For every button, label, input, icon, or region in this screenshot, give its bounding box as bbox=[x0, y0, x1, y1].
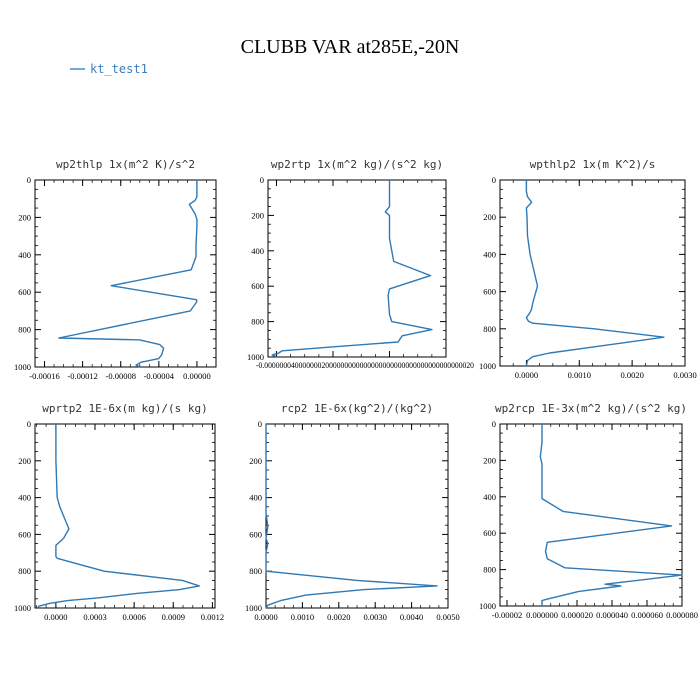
y-tick-label: 800 bbox=[18, 325, 31, 335]
series-line bbox=[58, 180, 198, 368]
y-tick-label: 0 bbox=[492, 175, 496, 185]
y-tick-label: 0 bbox=[492, 419, 496, 429]
y-tick-label: 400 bbox=[249, 493, 262, 503]
y-tick-label: 1000 bbox=[479, 601, 496, 611]
subplot-title: wp2thlp 1x(m^2 K)/s^2 bbox=[56, 158, 195, 171]
x-tick-label: -0.00008 bbox=[106, 371, 136, 381]
plot-frame bbox=[267, 179, 447, 358]
subplot-title: wpthlp2 1x(m K^2)/s bbox=[530, 158, 656, 171]
x-tick-label: 0.0020 bbox=[620, 370, 643, 380]
y-tick-label: 200 bbox=[249, 456, 262, 466]
x-tick-label: 0.000040 bbox=[596, 610, 628, 620]
y-tick-label: 200 bbox=[251, 210, 264, 220]
subplot-4: wprtp2 1E-6x(m kg)/(s kg) 0 200 400 600 800 10… bbox=[14, 402, 224, 622]
y-tick-label: 600 bbox=[249, 529, 262, 539]
x-tick-label: 0.000080 bbox=[666, 610, 698, 620]
subplot-6: wp2rcp 1E-3x(m^2 kg)/(s^2 kg) 0 200 400 600 8… bbox=[479, 402, 698, 620]
x-tick-label: -0.00016 bbox=[29, 371, 59, 381]
subplot-title: rcp2 1E-6x(kg^2)/(kg^2) bbox=[281, 402, 433, 415]
series-line bbox=[37, 424, 201, 609]
legend-label: kt_test1 bbox=[90, 62, 148, 76]
x-tick-label: 0.0010 bbox=[291, 612, 314, 622]
subplot-2: wp2rtp 1x(m^2 kg)/(s^2 kg) 0 200 400 600 800 1… bbox=[247, 158, 474, 370]
y-tick-label: 800 bbox=[483, 324, 496, 334]
x-tick-label: -0.0000000400000002000000000000000000000… bbox=[256, 360, 474, 370]
y-tick-label: 200 bbox=[18, 212, 31, 222]
y-tick-label: 0 bbox=[258, 419, 262, 429]
x-tick-label: 0.0010 bbox=[568, 370, 591, 380]
y-tick-label: 0 bbox=[27, 419, 31, 429]
y-tick-label: 800 bbox=[18, 566, 31, 576]
subplot-title: wprtp2 1E-6x(m kg)/(s kg) bbox=[42, 402, 208, 415]
y-tick-label: 1000 bbox=[247, 352, 264, 362]
x-tick-label: -0.00012 bbox=[67, 371, 97, 381]
y-tick-label: 600 bbox=[18, 529, 31, 539]
y-tick-label: 800 bbox=[483, 565, 496, 575]
series-line bbox=[271, 180, 433, 358]
y-tick-label: 400 bbox=[18, 493, 31, 503]
y-tick-label: 0 bbox=[27, 175, 31, 185]
x-tick-label: 0.000000 bbox=[526, 610, 558, 620]
y-tick-label: 1000 bbox=[14, 362, 31, 372]
x-tick-label: 0.0012 bbox=[201, 612, 224, 622]
x-tick-label: 0.0020 bbox=[327, 612, 350, 622]
subplot-5: rcp2 1E-6x(kg^2)/(kg^2) 0 200 400 600 800 1000… bbox=[245, 402, 460, 622]
series-line bbox=[265, 424, 438, 609]
y-tick-label: 600 bbox=[483, 287, 496, 297]
subplot-1: wp2thlp 1x(m^2 K)/s^202004006008001000-0… bbox=[14, 158, 217, 381]
x-tick-label: 0.0030 bbox=[364, 612, 387, 622]
x-tick-label: -0.00004 bbox=[144, 371, 175, 381]
y-tick-label: 0 bbox=[260, 175, 264, 185]
subplot-3: wpthlp2 1x(m K^2)/s 0 200 400 600 800 1000 0.00… bbox=[479, 158, 697, 380]
y-tick-label: 600 bbox=[251, 281, 264, 291]
plot-frame bbox=[34, 423, 216, 609]
x-tick-label: 0.000020 bbox=[561, 610, 593, 620]
x-tick-label: 0.0030 bbox=[673, 370, 696, 380]
x-tick-label: 0.0006 bbox=[122, 612, 145, 622]
y-tick-label: 200 bbox=[483, 455, 496, 465]
subplot-title: wp2rtp 1x(m^2 kg)/(s^2 kg) bbox=[271, 158, 443, 171]
subplots: wp2thlp 1x(m^2 K)/s^202004006008001000-0… bbox=[14, 158, 698, 622]
y-tick-label: 200 bbox=[483, 212, 496, 222]
x-tick-label: 0.0050 bbox=[436, 612, 459, 622]
x-tick-label: 0.0000 bbox=[515, 370, 538, 380]
y-tick-label: 800 bbox=[249, 566, 262, 576]
x-tick-label: 0.0000 bbox=[254, 612, 277, 622]
y-tick-label: 1000 bbox=[479, 361, 496, 371]
y-tick-label: 200 bbox=[18, 456, 31, 466]
legend: kt_test1 bbox=[70, 62, 148, 76]
y-tick-label: 400 bbox=[18, 250, 31, 260]
x-tick-label: 0.0009 bbox=[162, 612, 185, 622]
x-tick-label: 0.000060 bbox=[631, 610, 663, 620]
x-tick-label: -0.00002 bbox=[492, 610, 522, 620]
y-tick-label: 600 bbox=[18, 287, 31, 297]
y-tick-label: 400 bbox=[251, 246, 264, 256]
series-line bbox=[539, 424, 683, 606]
y-tick-label: 800 bbox=[251, 317, 264, 327]
x-tick-label: 0.0000 bbox=[44, 612, 67, 622]
y-tick-label: 400 bbox=[483, 249, 496, 259]
y-tick-label: 400 bbox=[483, 492, 496, 502]
y-tick-label: 1000 bbox=[245, 603, 262, 613]
x-tick-label: 0.0040 bbox=[400, 612, 423, 622]
y-tick-label: 600 bbox=[483, 528, 496, 538]
x-tick-label: 0.00000 bbox=[183, 371, 211, 381]
series-line bbox=[525, 180, 665, 367]
subplot-title: wp2rcp 1E-3x(m^2 kg)/(s^2 kg) bbox=[495, 402, 687, 415]
figure-title: CLUBB VAR at285E,-20N bbox=[241, 36, 460, 58]
y-tick-label: 1000 bbox=[14, 603, 31, 613]
x-tick-label: 0.0003 bbox=[83, 612, 106, 622]
